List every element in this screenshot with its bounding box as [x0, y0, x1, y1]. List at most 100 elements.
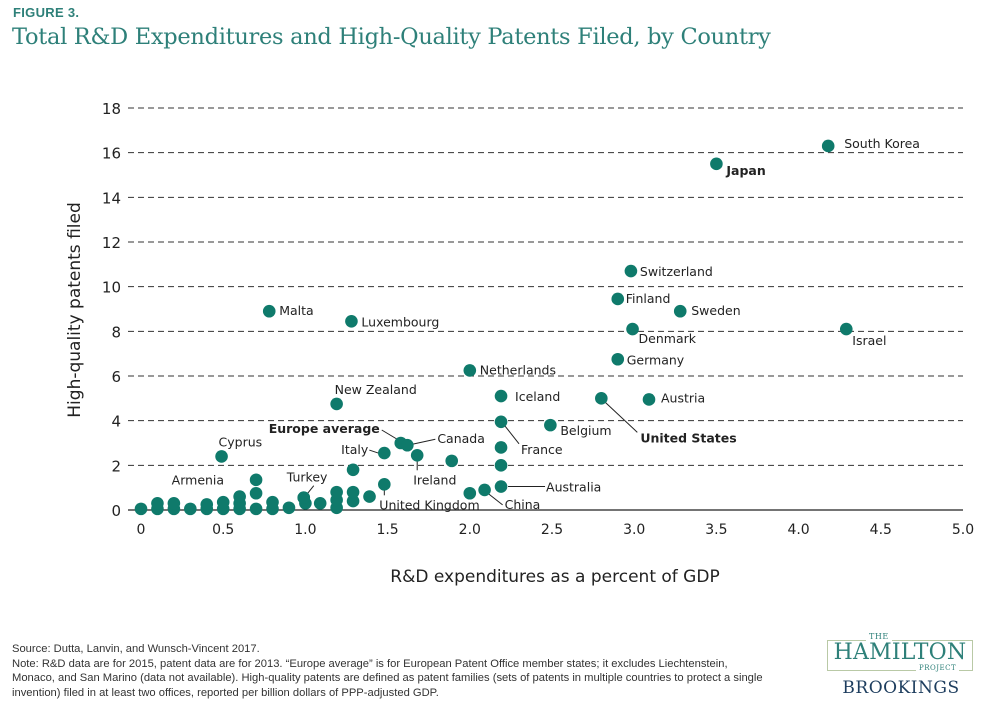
leader-line	[369, 449, 379, 454]
data-point	[839, 322, 853, 336]
point-label: Netherlands	[480, 362, 556, 377]
point-label: China	[505, 497, 541, 512]
data-point	[445, 454, 459, 468]
point-label: New Zealand	[335, 382, 417, 397]
point-labels: South Korea Japan Switzerland Finland Sweden…	[172, 136, 920, 512]
data-point	[624, 264, 638, 278]
data-point	[233, 490, 246, 503]
point-label: Cyprus	[219, 434, 263, 449]
data-point	[410, 448, 424, 462]
x-axis-title: R&D expenditures as a percent of GDP	[390, 567, 719, 587]
data-point	[494, 389, 508, 403]
data-point	[249, 502, 263, 516]
hamilton-brookings-logo: THE HAMILTON PROJECT BROOKINGS	[820, 628, 973, 703]
source-text: Source: Dutta, Lanvin, and Wunsch-Vincen…	[12, 643, 260, 655]
point-label: Switzerland	[640, 264, 713, 279]
source-notes: Source: Dutta, Lanvin, and Wunsch-Vincen…	[12, 642, 772, 700]
note-text: Note: R&D data are for 2015, patent data…	[12, 657, 763, 699]
y-tick-label: 4	[111, 413, 121, 431]
x-tick-label: 3.0	[623, 522, 645, 538]
y-tick-label: 8	[111, 323, 121, 341]
data-point	[346, 494, 360, 508]
point-label: Japan	[725, 163, 765, 178]
y-tick-label: 18	[102, 100, 121, 118]
data-point	[345, 314, 358, 328]
y-tick-label: 16	[102, 145, 121, 163]
grid-lines	[128, 107, 963, 511]
y-tick-label: 0	[111, 502, 121, 520]
point-label: Finland	[626, 291, 671, 306]
x-tick-label: 1.0	[294, 522, 316, 538]
y-axis-title: High-quality patents filed	[65, 202, 85, 417]
figure-title: Total R&D Expenditures and High-Quality …	[12, 24, 771, 50]
x-tick-label: 0.5	[212, 522, 234, 538]
x-tick-label: 5.0	[952, 522, 974, 538]
y-tick-labels: 0 2 4 6 8 10 12 14 16 18	[102, 100, 121, 520]
logo-hamilton: HAMILTON	[833, 640, 967, 665]
point-label: United Kingdom	[379, 497, 479, 512]
point-label: Armenia	[172, 473, 224, 488]
point-label: Canada	[437, 431, 485, 446]
leader-line	[412, 438, 436, 445]
data-point	[215, 450, 228, 463]
data-point	[710, 157, 723, 171]
data-point	[249, 473, 263, 487]
data-point	[544, 418, 557, 432]
point-label: Turkey	[286, 470, 328, 485]
data-point	[673, 304, 687, 318]
data-point	[494, 480, 508, 493]
data-point	[378, 478, 391, 491]
data-point	[134, 502, 148, 516]
point-label: Denmark	[639, 331, 697, 346]
data-point	[330, 485, 343, 499]
leader-line	[488, 493, 503, 506]
figure-label: FIGURE 3.	[13, 5, 80, 20]
data-point	[494, 415, 508, 429]
point-label: Sweden	[691, 303, 740, 318]
point-label: Israel	[852, 333, 886, 348]
y-tick-label: 6	[111, 368, 121, 386]
logo-frame	[827, 640, 973, 671]
leader-line	[503, 424, 520, 445]
leader-line	[604, 401, 638, 433]
point-label: South Korea	[844, 136, 920, 151]
data-point	[378, 446, 391, 460]
data-point	[401, 438, 414, 452]
data-point	[266, 495, 279, 509]
data-point	[330, 397, 343, 411]
point-label: United States	[640, 430, 736, 445]
x-tick-label: 0	[137, 522, 146, 538]
data-point	[626, 322, 639, 336]
data-point	[151, 497, 164, 510]
data-point	[282, 501, 296, 515]
data-point	[200, 498, 214, 511]
data-point	[363, 490, 376, 503]
point-label: Belgium	[560, 423, 611, 438]
scatter-chart: 0 2 4 6 8 10 12 14 16 18 0 0.5 1.0 1.5 2.0 2.5 3.0 3.5 4.…	[65, 100, 974, 587]
point-label: France	[521, 442, 563, 457]
logo-project: PROJECT	[916, 664, 960, 672]
point-label: Australia	[546, 480, 601, 495]
y-tick-label: 12	[102, 234, 121, 252]
data-point	[821, 139, 835, 153]
data-point	[346, 485, 360, 499]
data-point	[262, 304, 276, 318]
data-point	[478, 483, 491, 497]
logo-brookings: BROOKINGS	[842, 678, 960, 698]
data-point	[611, 292, 625, 306]
point-label: Italy	[341, 442, 369, 457]
point-label: Germany	[627, 352, 685, 367]
y-tick-label: 2	[111, 457, 121, 475]
point-label: Ireland	[413, 472, 456, 487]
data-points	[134, 139, 853, 516]
data-point	[463, 364, 477, 377]
y-tick-label: 10	[102, 279, 121, 297]
data-point	[216, 495, 230, 509]
y-tick-label: 14	[102, 189, 121, 207]
x-tick-label: 4.5	[870, 522, 892, 538]
point-label: Malta	[279, 303, 313, 318]
x-tick-label: 1.5	[376, 522, 398, 538]
data-point	[167, 497, 181, 510]
point-label: Europe average	[269, 421, 380, 436]
data-point	[184, 502, 197, 516]
